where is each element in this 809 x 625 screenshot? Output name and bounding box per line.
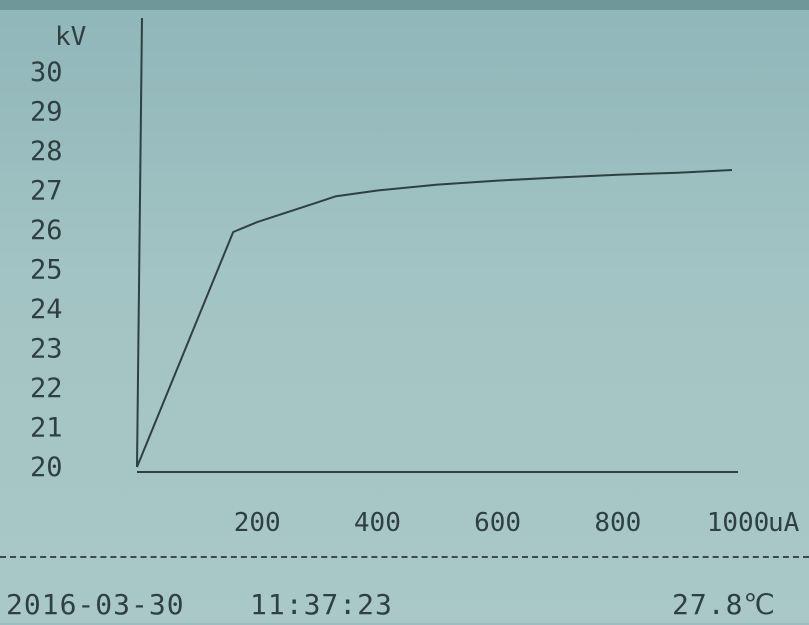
x-tick-label: 600 <box>474 508 521 538</box>
x-unit-label: uA <box>768 508 800 538</box>
y-tick-label: 27 <box>30 176 63 207</box>
x-tick-label: 800 <box>594 508 641 538</box>
voltage-current-chart: kV 20 21 22 23 24 25 26 27 28 29 30 200 400 600 800 1000… <box>30 17 800 538</box>
y-tick-label: 25 <box>30 255 63 286</box>
y-axis <box>136 17 143 468</box>
status-time: 11:37:23 <box>250 588 393 621</box>
status-date: 2016-03-30 <box>6 588 185 621</box>
series-line <box>136 169 733 468</box>
status-bar: 2016-03-30 11:37:23 27.8℃ <box>0 556 809 625</box>
x-tick-label: 200 <box>234 508 281 538</box>
y-tick-label: 24 <box>30 294 63 325</box>
status-temperature: 27.8℃ <box>672 588 776 621</box>
x-tick-label: 400 <box>354 508 401 538</box>
y-tick-label: 22 <box>30 373 63 404</box>
y-tick-label: 30 <box>30 57 63 88</box>
y-unit-label: kV <box>55 22 86 52</box>
y-tick-label: 28 <box>30 136 63 167</box>
y-tick-label: 23 <box>30 334 63 365</box>
y-tick-label: 21 <box>30 413 63 444</box>
x-tick-label: 1000 <box>707 508 770 538</box>
y-tick-label: 29 <box>30 97 63 128</box>
y-tick-label: 26 <box>30 215 63 246</box>
y-tick-label: 20 <box>30 452 63 483</box>
